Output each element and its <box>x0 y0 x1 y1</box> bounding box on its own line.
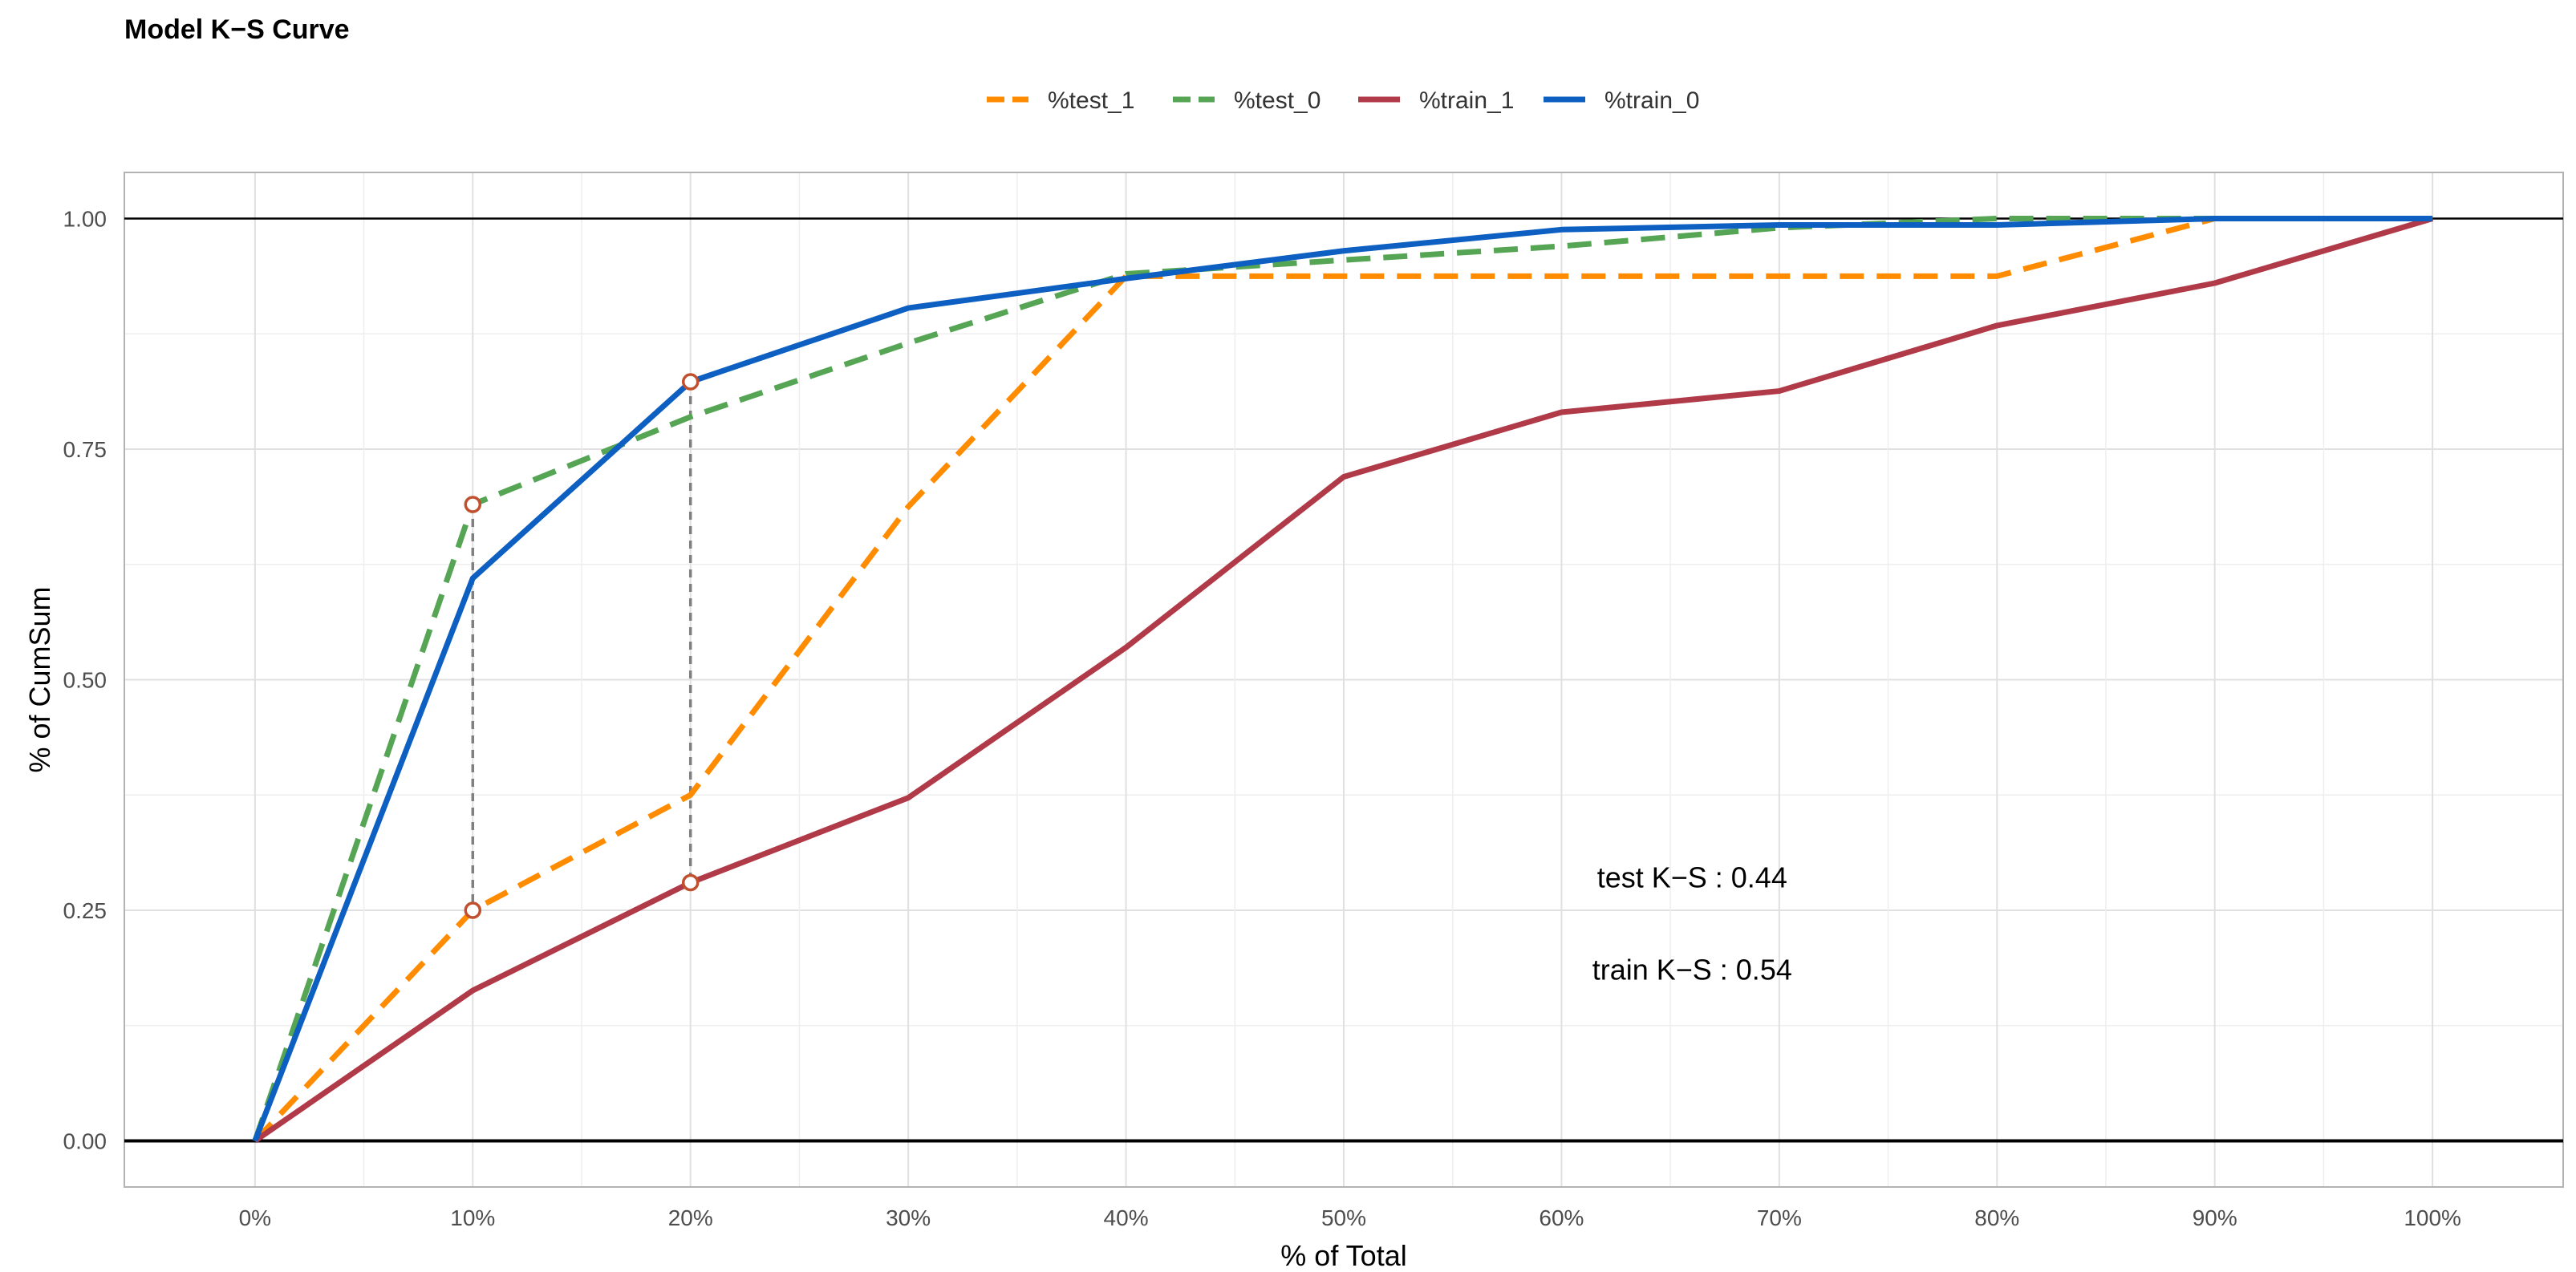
x-tick-label: 20% <box>668 1205 713 1230</box>
series-line-train_1 <box>253 216 2434 1144</box>
ks-segments <box>471 382 692 910</box>
y-axis-title: % of CumSum <box>23 586 56 772</box>
ks-point <box>681 373 700 391</box>
legend: %test_1 %test_0 %train_1 %train_0 <box>987 87 1699 114</box>
gridlines <box>124 172 2563 1187</box>
x-tick-label: 40% <box>1104 1205 1149 1230</box>
x-tick-label: 50% <box>1321 1205 1366 1230</box>
legend-label-test_0: %test_0 <box>1234 87 1320 114</box>
x-axis-ticks: 0% 10% 20% 30% 40% 50% 60% 70% 80% 90% 100% <box>239 1205 2461 1230</box>
plot-panel-border <box>124 172 2564 1188</box>
ks-point <box>464 901 482 919</box>
x-tick-label: 100% <box>2404 1205 2461 1230</box>
legend-label-test_1: %test_1 <box>1048 87 1134 114</box>
ks-points <box>464 373 700 919</box>
x-tick-label: 0% <box>239 1205 271 1230</box>
legend-label-train_0: %train_0 <box>1604 87 1699 114</box>
ks-point <box>464 496 482 513</box>
ks-point <box>681 873 700 892</box>
x-tick-label: 30% <box>886 1205 931 1230</box>
y-tick-label: 0.00 <box>63 1129 108 1154</box>
x-tick-label: 10% <box>450 1205 495 1230</box>
chart-title: Model K−S Curve <box>124 14 350 45</box>
y-tick-label: 0.50 <box>63 668 108 693</box>
x-tick-label: 60% <box>1539 1205 1584 1230</box>
series-line-test_1 <box>253 216 2433 1143</box>
ks-annotation: train K−S : 0.54 <box>1592 953 1792 986</box>
y-axis-ticks: 0.00 0.25 0.50 0.75 1.00 <box>63 207 108 1154</box>
series-line-train_0 <box>252 216 2433 1142</box>
x-tick-label: 90% <box>2193 1205 2237 1230</box>
y-tick-label: 1.00 <box>63 207 108 232</box>
legend-label-train_1: %train_1 <box>1419 87 1514 114</box>
y-tick-label: 0.75 <box>63 437 108 462</box>
series-lines <box>252 216 2434 1144</box>
x-tick-label: 80% <box>1974 1205 2019 1230</box>
ks-annotations: test K−S : 0.44 train K−S : 0.54 <box>1592 861 1792 986</box>
x-axis-title: % of Total <box>1280 1239 1406 1272</box>
y-tick-label: 0.25 <box>63 898 108 923</box>
x-tick-label: 70% <box>1757 1205 1802 1230</box>
ks-annotation: test K−S : 0.44 <box>1597 861 1787 893</box>
